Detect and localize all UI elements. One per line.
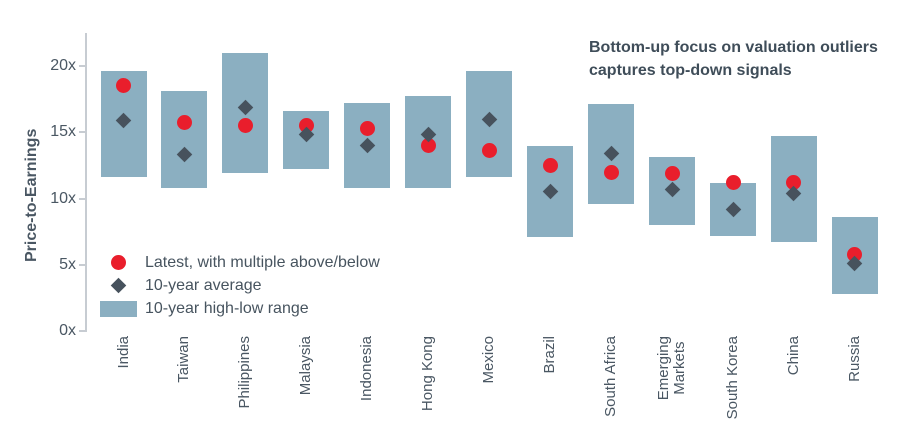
legend-label-latest: Latest, with multiple above/below: [145, 253, 380, 271]
latest-dot: [664, 165, 680, 181]
x-axis-label: South Africa: [602, 336, 620, 417]
range-bar: [161, 91, 208, 188]
x-axis-label: Indonesia: [358, 336, 376, 402]
legend-item-average: 10-year average: [100, 274, 380, 297]
x-axis-label: South Korea: [724, 336, 741, 420]
latest-dot: [786, 175, 802, 191]
legend-label-average: 10-year average: [145, 276, 262, 294]
chart-annotation: Bottom-up focus on valuation outliers ca…: [589, 36, 878, 82]
latest-dot-icon: [111, 255, 126, 270]
y-axis-tick-mark: [79, 263, 86, 266]
x-axis-label: Emerging Markets: [655, 336, 689, 401]
legend-item-latest: Latest, with multiple above/below: [100, 251, 380, 274]
y-axis-tick-mark: [79, 131, 86, 134]
x-axis-label: Mexico: [480, 336, 498, 384]
y-axis-tick-label: 15x: [50, 123, 76, 141]
x-axis-label: Malaysia: [297, 336, 315, 396]
y-axis-tick-label: 20x: [50, 57, 76, 74]
y-axis-tick-label: 5x: [59, 255, 76, 273]
latest-dot: [176, 115, 192, 131]
latest-dot: [359, 120, 375, 136]
y-axis-tick-label: 10x: [50, 189, 76, 207]
latest-dot: [237, 118, 253, 134]
latest-dot: [116, 78, 131, 94]
legend-label-range: 10-year high-low range: [145, 299, 309, 317]
x-axis-label: Hong Kong: [419, 336, 437, 412]
x-axis-label: India: [114, 336, 132, 369]
latest-dot: [420, 138, 436, 153]
range-swatch-icon: [100, 300, 137, 317]
x-axis-label: Russia: [845, 336, 863, 382]
latest-dot: [542, 157, 558, 173]
y-axis-tick-mark: [79, 330, 86, 332]
y-axis-tick-mark: [79, 65, 86, 67]
annotation-line-1: Bottom-up focus on valuation outliers: [589, 39, 878, 56]
annotation-line-2: captures top-down signals: [589, 62, 792, 79]
y-axis-tick-mark: [79, 197, 86, 200]
y-axis-line: [85, 33, 87, 332]
latest-dot: [481, 143, 497, 159]
legend-item-range: 10-year high-low range: [100, 297, 380, 320]
x-axis-label: Taiwan: [175, 336, 193, 383]
x-axis-label: China: [784, 336, 802, 376]
x-axis-label: Philippines: [236, 336, 254, 409]
x-axis-label: Brazil: [541, 336, 559, 374]
average-diamond-icon: [110, 277, 127, 294]
latest-dot: [725, 175, 741, 191]
y-axis-tick-label: 0x: [59, 322, 76, 339]
latest-dot: [603, 164, 619, 180]
legend: Latest, with multiple above/below 10-yea…: [100, 251, 380, 320]
